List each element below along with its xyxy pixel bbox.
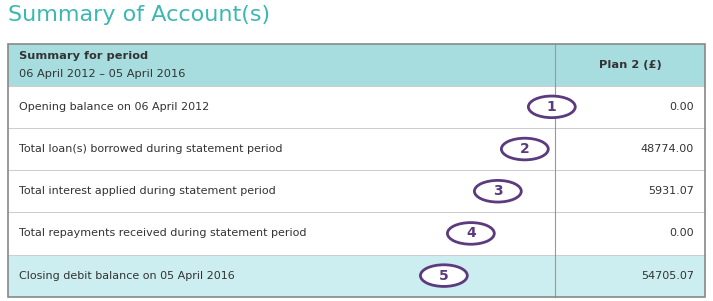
Text: 2: 2 <box>520 142 530 156</box>
Text: 5: 5 <box>439 268 448 283</box>
Text: Closing debit balance on 05 April 2016: Closing debit balance on 05 April 2016 <box>19 271 235 281</box>
FancyBboxPatch shape <box>9 212 555 255</box>
Text: Summary of Account(s): Summary of Account(s) <box>9 5 271 25</box>
Text: Plan 2 (£): Plan 2 (£) <box>598 60 662 70</box>
Text: 54705.07: 54705.07 <box>641 271 694 281</box>
Text: Total loan(s) borrowed during statement period: Total loan(s) borrowed during statement … <box>19 144 282 154</box>
FancyBboxPatch shape <box>555 170 704 212</box>
Text: 4: 4 <box>466 226 476 240</box>
Ellipse shape <box>501 138 548 160</box>
Text: 5931.07: 5931.07 <box>648 186 694 196</box>
Text: Opening balance on 06 April 2012: Opening balance on 06 April 2012 <box>19 102 210 112</box>
FancyBboxPatch shape <box>9 170 555 212</box>
FancyBboxPatch shape <box>9 128 555 170</box>
Text: 48774.00: 48774.00 <box>640 144 694 154</box>
Text: 1: 1 <box>547 100 557 114</box>
Text: Summary for period: Summary for period <box>19 51 148 61</box>
FancyBboxPatch shape <box>9 86 555 128</box>
Ellipse shape <box>474 180 521 202</box>
FancyBboxPatch shape <box>555 212 704 255</box>
FancyBboxPatch shape <box>9 255 555 297</box>
Text: 0.00: 0.00 <box>670 228 694 238</box>
Text: Total interest applied during statement period: Total interest applied during statement … <box>19 186 276 196</box>
Ellipse shape <box>448 223 494 244</box>
FancyBboxPatch shape <box>555 86 704 128</box>
Text: 0.00: 0.00 <box>670 102 694 112</box>
Ellipse shape <box>421 265 467 287</box>
Ellipse shape <box>528 96 575 118</box>
FancyBboxPatch shape <box>555 255 704 297</box>
Text: 06 April 2012 – 05 April 2016: 06 April 2012 – 05 April 2016 <box>19 69 185 79</box>
Text: Total repayments received during statement period: Total repayments received during stateme… <box>19 228 307 238</box>
Text: 3: 3 <box>493 184 503 198</box>
FancyBboxPatch shape <box>9 44 704 86</box>
FancyBboxPatch shape <box>555 128 704 170</box>
